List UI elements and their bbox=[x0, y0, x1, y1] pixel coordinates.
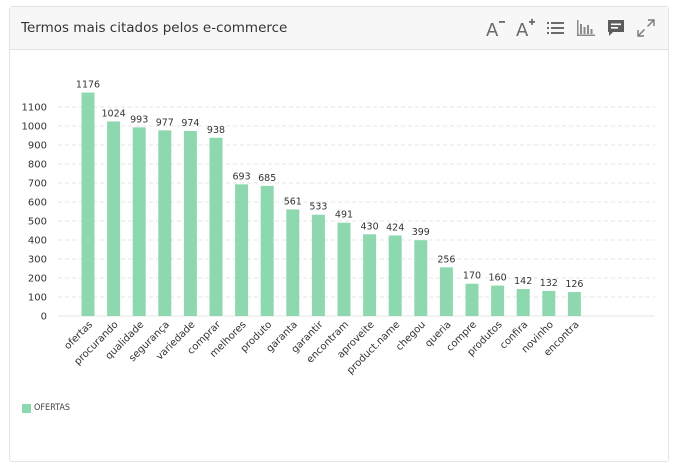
font-increase-button[interactable]: A bbox=[512, 14, 540, 42]
bar[interactable] bbox=[107, 121, 121, 316]
y-tick-label: 500 bbox=[28, 217, 47, 228]
y-tick-label: 900 bbox=[28, 141, 47, 152]
bar-chart-button[interactable] bbox=[572, 14, 600, 42]
bar[interactable] bbox=[388, 235, 402, 316]
data-label: 533 bbox=[309, 202, 327, 213]
expand-button[interactable] bbox=[632, 14, 660, 42]
legend[interactable]: OFERTAS bbox=[22, 403, 70, 413]
bar[interactable] bbox=[209, 137, 223, 316]
data-label: 1024 bbox=[102, 108, 126, 119]
bar[interactable] bbox=[286, 209, 300, 316]
y-tick-label: 300 bbox=[28, 255, 47, 266]
bar[interactable] bbox=[363, 234, 377, 316]
expand-icon bbox=[637, 19, 655, 37]
bar-chart: 0 100 200 300 400 500 600 700 800 900 1000 1100 117… bbox=[22, 80, 655, 377]
y-tick-label: 1100 bbox=[22, 103, 47, 114]
bar-chart-icon bbox=[577, 20, 595, 36]
data-label: 974 bbox=[181, 118, 199, 129]
data-label: 993 bbox=[130, 114, 148, 125]
bar[interactable] bbox=[132, 127, 146, 316]
list-button[interactable] bbox=[542, 14, 570, 42]
svg-text:A: A bbox=[486, 20, 499, 38]
data-label: 938 bbox=[207, 125, 225, 136]
bar[interactable] bbox=[183, 130, 197, 316]
y-axis-ticks: 0 100 200 300 400 500 600 700 800 900 1000 1100 bbox=[22, 103, 47, 323]
legend-label: OFERTAS bbox=[34, 403, 71, 413]
comment-icon bbox=[607, 19, 625, 37]
bar[interactable] bbox=[439, 267, 453, 316]
svg-text:A: A bbox=[516, 20, 529, 38]
y-tick-label: 800 bbox=[28, 160, 47, 171]
y-tick-label: 400 bbox=[28, 236, 47, 247]
bar[interactable] bbox=[542, 290, 556, 316]
bar[interactable] bbox=[516, 289, 530, 316]
data-label: 1176 bbox=[76, 80, 100, 91]
data-labels: 1176 1024 993 977 974 938 693 685 561 533 491 430 42… bbox=[76, 80, 584, 291]
data-label: 160 bbox=[489, 273, 507, 284]
data-label: 977 bbox=[156, 117, 174, 128]
y-tick-label: 100 bbox=[28, 293, 47, 304]
data-label: 424 bbox=[386, 222, 404, 233]
data-label: 561 bbox=[284, 196, 302, 207]
bar[interactable] bbox=[81, 92, 95, 316]
y-tick-label: 1000 bbox=[22, 122, 47, 133]
data-label: 693 bbox=[233, 171, 251, 182]
bars bbox=[81, 92, 581, 316]
data-label: 126 bbox=[565, 279, 583, 290]
panel-header: Termos mais citados pelos e-commerce A A bbox=[10, 7, 668, 50]
data-label: 491 bbox=[335, 210, 353, 221]
data-label: 685 bbox=[258, 173, 276, 184]
bar[interactable] bbox=[260, 185, 274, 316]
bar[interactable] bbox=[337, 222, 351, 316]
bar[interactable] bbox=[311, 214, 325, 316]
bar[interactable] bbox=[235, 184, 249, 316]
bar[interactable] bbox=[158, 130, 172, 316]
panel-title: Termos mais citados pelos e-commerce bbox=[21, 20, 288, 36]
bar[interactable] bbox=[414, 240, 428, 316]
data-label: 399 bbox=[412, 227, 430, 238]
data-label: 430 bbox=[361, 221, 379, 232]
font-increase-icon: A bbox=[515, 18, 537, 38]
font-decrease-button[interactable]: A bbox=[482, 14, 510, 42]
legend-swatch bbox=[22, 403, 31, 413]
bar[interactable] bbox=[465, 283, 479, 316]
list-icon bbox=[547, 21, 565, 35]
x-axis-ticks: ofertasprocurandoqualidadesegurançavarie… bbox=[62, 319, 581, 377]
chart-panel: Termos mais citados pelos e-commerce A A bbox=[9, 6, 669, 462]
grid-lines bbox=[58, 106, 655, 317]
data-label: 170 bbox=[463, 271, 481, 282]
comment-button[interactable] bbox=[602, 14, 630, 42]
bar[interactable] bbox=[567, 292, 581, 316]
y-tick-label: 200 bbox=[28, 274, 47, 285]
y-tick-label: 600 bbox=[28, 198, 47, 209]
font-decrease-icon: A bbox=[485, 18, 507, 38]
data-label: 256 bbox=[437, 254, 455, 265]
data-label: 132 bbox=[540, 278, 558, 289]
y-tick-label: 700 bbox=[28, 179, 47, 190]
toolbar: A A bbox=[482, 14, 660, 42]
data-label: 142 bbox=[514, 276, 532, 287]
y-tick-label: 0 bbox=[41, 312, 47, 323]
bar[interactable] bbox=[491, 285, 505, 316]
